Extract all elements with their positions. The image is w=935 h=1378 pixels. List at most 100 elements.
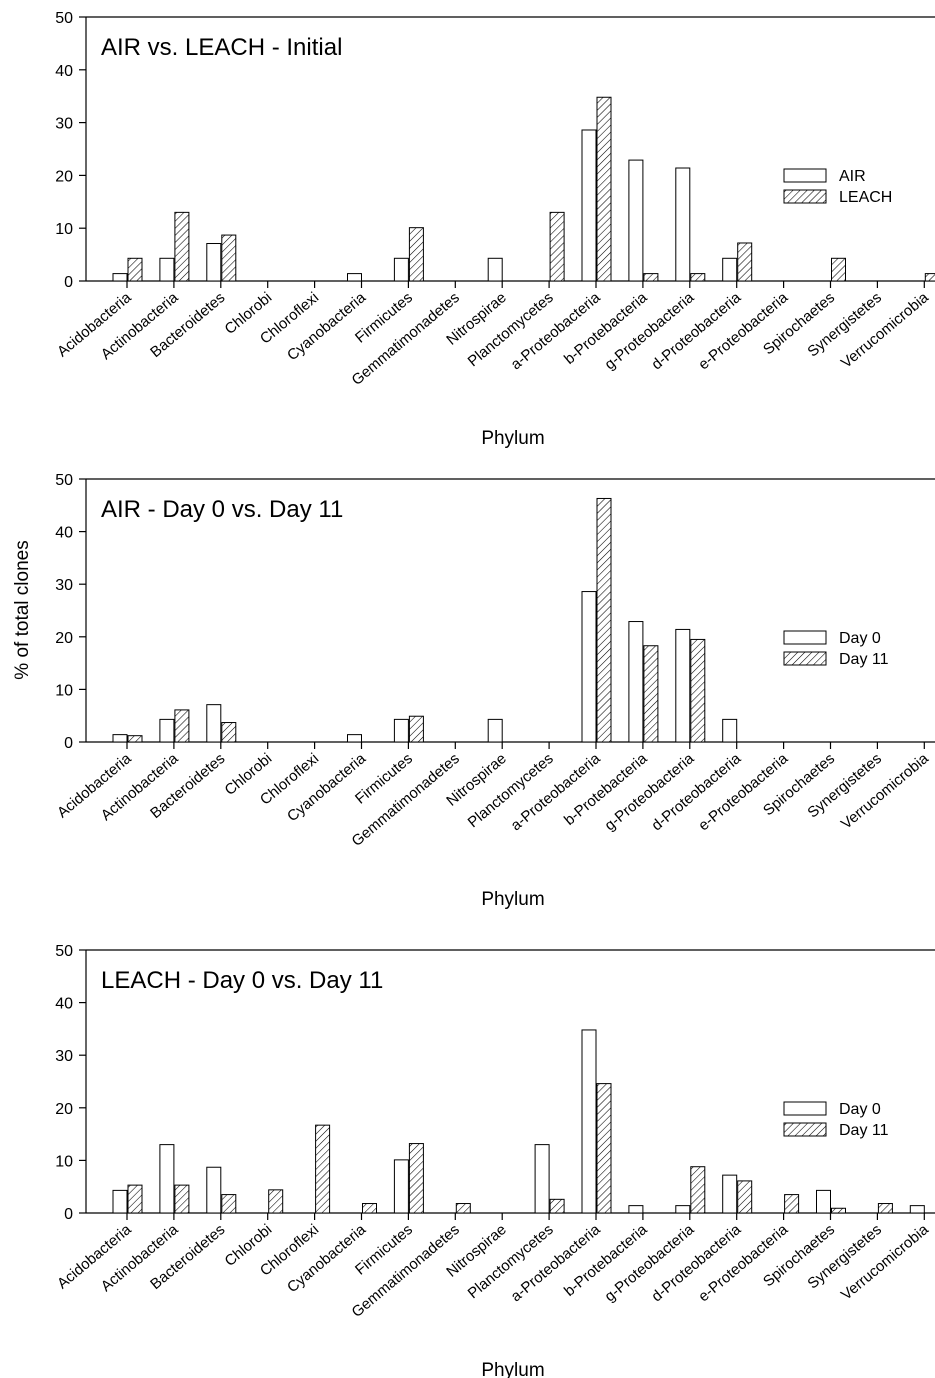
y-tick-label: 40 <box>55 525 73 542</box>
bar-series2 <box>221 234 237 282</box>
bar-series2 <box>596 96 612 282</box>
bar-series2 <box>174 1184 190 1214</box>
legend-label: Day 0 <box>839 630 881 647</box>
bar-series2 <box>737 1180 753 1214</box>
bar-series2 <box>924 273 935 282</box>
bar-series2 <box>268 1189 284 1214</box>
bar-series2 <box>831 1207 846 1214</box>
y-tick-label: 0 <box>64 1206 73 1223</box>
bar-series1 <box>722 257 738 282</box>
bar-series1 <box>722 718 738 743</box>
bar-series1 <box>393 257 409 282</box>
bar-series1 <box>534 1144 550 1214</box>
bar-series2 <box>408 227 424 282</box>
bar-series2 <box>221 722 237 743</box>
bar-series1 <box>112 1189 128 1214</box>
chart-panel-3: 01020304050AcidobacteriaActinobacteriaBa… <box>54 943 935 1378</box>
bar-series2 <box>221 1194 237 1214</box>
bar-series2 <box>737 242 753 282</box>
bar-series1 <box>909 1205 925 1214</box>
bar-series1 <box>487 257 503 282</box>
bar-series2 <box>831 257 846 282</box>
x-axis-label: Phylum <box>481 428 544 449</box>
bar-series2 <box>127 735 143 743</box>
bar-series2 <box>127 1184 143 1214</box>
bar-series1 <box>159 718 175 743</box>
bar-series1 <box>347 273 362 282</box>
bar-series1 <box>722 1174 738 1214</box>
shared-y-axis-label: % of total clones <box>12 540 33 679</box>
y-tick-label: 10 <box>55 221 73 238</box>
bar-series1 <box>159 1144 175 1214</box>
bar-series2 <box>174 709 190 743</box>
bar-series1 <box>393 718 409 743</box>
y-tick-label: 30 <box>55 116 73 133</box>
bar-series2 <box>408 715 424 743</box>
bar-series1 <box>393 1159 409 1214</box>
chart-title: AIR vs. LEACH - Initial <box>101 34 342 61</box>
chart-panel-2: 01020304050AcidobacteriaActinobacteriaBa… <box>54 472 935 910</box>
bar-series1 <box>581 1029 597 1214</box>
bar-series1 <box>675 1205 691 1214</box>
bar-series2 <box>643 645 659 743</box>
bar-series2 <box>127 257 143 282</box>
chart-title: LEACH - Day 0 vs. Day 11 <box>101 967 383 994</box>
legend-swatch <box>783 189 827 204</box>
legend-swatch <box>783 168 827 183</box>
legend-label: Day 11 <box>839 651 889 668</box>
y-tick-label: 50 <box>55 943 73 960</box>
bar-series1 <box>581 591 597 743</box>
bar-series1 <box>628 1205 644 1214</box>
bar-series2 <box>455 1203 471 1214</box>
bar-series1 <box>206 243 222 282</box>
bar-series1 <box>206 704 222 743</box>
y-tick-label: 40 <box>55 63 73 80</box>
bar-series2 <box>596 1083 612 1214</box>
chart-title: AIR - Day 0 vs. Day 11 <box>101 496 343 523</box>
y-tick-label: 20 <box>55 1101 73 1118</box>
y-tick-label: 20 <box>55 168 73 185</box>
bar-series1 <box>112 273 128 282</box>
bar-series2 <box>362 1203 377 1214</box>
legend-swatch <box>783 651 827 666</box>
bar-series2 <box>549 1198 565 1214</box>
bar-series2 <box>877 1203 893 1214</box>
legend-swatch <box>783 630 827 645</box>
bar-series1 <box>347 734 362 743</box>
x-axis-label: Phylum <box>481 1360 544 1378</box>
legend-label: Day 0 <box>839 1101 881 1118</box>
bar-series1 <box>487 718 503 743</box>
y-tick-label: 0 <box>64 274 73 291</box>
chart-panel-1: 01020304050AcidobacteriaActinobacteriaBa… <box>54 10 935 449</box>
x-tick-label: Verrucomicrobia <box>838 289 932 372</box>
y-tick-label: 10 <box>55 682 73 699</box>
bar-series2 <box>784 1194 800 1214</box>
bar-series1 <box>581 129 597 282</box>
bar-series2 <box>315 1124 331 1214</box>
legend-label: LEACH <box>839 189 892 206</box>
y-tick-label: 40 <box>55 996 73 1013</box>
bar-series1 <box>816 1189 831 1214</box>
legend-swatch <box>783 1101 827 1116</box>
bar-series2 <box>690 638 706 743</box>
bar-series1 <box>675 167 691 282</box>
bar-series1 <box>628 159 644 282</box>
x-axis-label: Phylum <box>481 889 544 910</box>
y-tick-label: 20 <box>55 630 73 647</box>
bar-series1 <box>628 621 644 743</box>
y-tick-label: 0 <box>64 735 73 752</box>
y-tick-label: 10 <box>55 1153 73 1170</box>
bar-series2 <box>596 497 612 743</box>
y-tick-label: 50 <box>55 10 73 27</box>
legend-label: AIR <box>839 168 866 185</box>
legend-label: Day 11 <box>839 1122 889 1139</box>
bar-series1 <box>206 1166 222 1214</box>
x-tick-label: Verrucomicrobia <box>838 1221 932 1304</box>
bar-series2 <box>408 1143 424 1214</box>
bar-series1 <box>675 628 691 743</box>
bar-series2 <box>549 211 565 282</box>
y-tick-label: 50 <box>55 472 73 489</box>
x-tick-label: Verrucomicrobia <box>838 750 932 833</box>
bar-series2 <box>643 273 659 282</box>
